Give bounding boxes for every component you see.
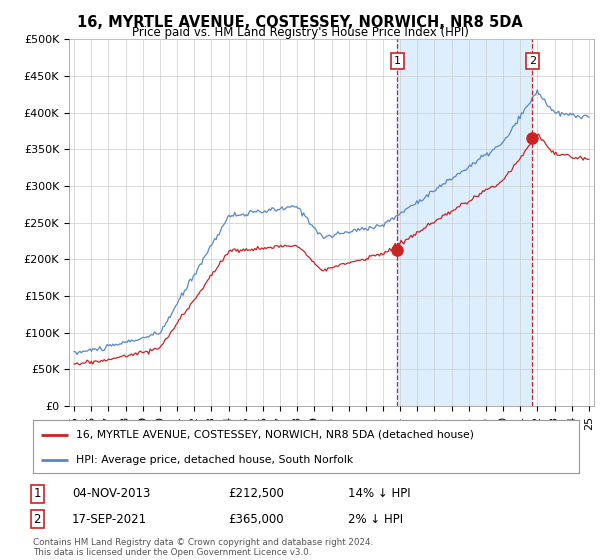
Text: 14% ↓ HPI: 14% ↓ HPI: [348, 487, 410, 501]
Text: 16, MYRTLE AVENUE, COSTESSEY, NORWICH, NR8 5DA (detached house): 16, MYRTLE AVENUE, COSTESSEY, NORWICH, N…: [76, 430, 473, 440]
Text: Price paid vs. HM Land Registry's House Price Index (HPI): Price paid vs. HM Land Registry's House …: [131, 26, 469, 39]
Text: Contains HM Land Registry data © Crown copyright and database right 2024.
This d: Contains HM Land Registry data © Crown c…: [33, 538, 373, 557]
Text: 04-NOV-2013: 04-NOV-2013: [72, 487, 151, 501]
Text: 17-SEP-2021: 17-SEP-2021: [72, 512, 147, 526]
Text: 2% ↓ HPI: 2% ↓ HPI: [348, 512, 403, 526]
Text: 2: 2: [529, 56, 536, 66]
Text: 1: 1: [34, 487, 41, 501]
Text: £365,000: £365,000: [228, 512, 284, 526]
Text: 16, MYRTLE AVENUE, COSTESSEY, NORWICH, NR8 5DA: 16, MYRTLE AVENUE, COSTESSEY, NORWICH, N…: [77, 15, 523, 30]
Text: £212,500: £212,500: [228, 487, 284, 501]
Bar: [397, 39, 532, 406]
Text: HPI: Average price, detached house, South Norfolk: HPI: Average price, detached house, Sout…: [76, 455, 353, 465]
Text: 2: 2: [34, 512, 41, 526]
Text: 1: 1: [394, 56, 401, 66]
